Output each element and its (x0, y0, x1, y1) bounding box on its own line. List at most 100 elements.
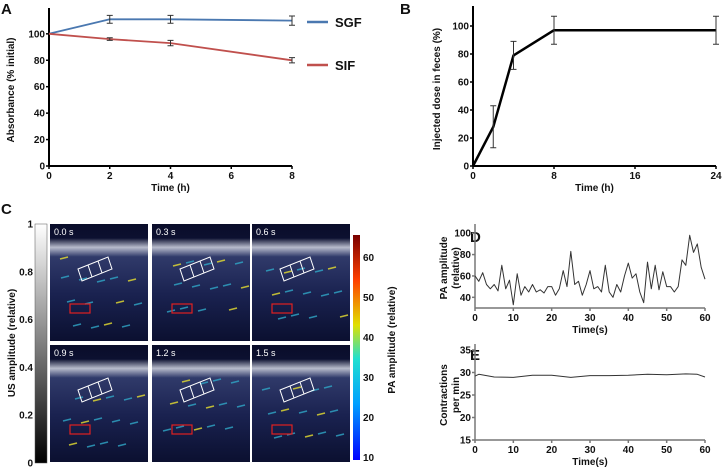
series-line-sgf (48, 18, 293, 35)
pa-signal (193, 427, 203, 431)
pa-signal (181, 379, 191, 383)
pa-signal (271, 292, 281, 296)
y-tick-label: 25 (460, 391, 472, 402)
error-bar (490, 105, 497, 149)
pa-signal (265, 268, 275, 272)
error-bar (106, 37, 113, 41)
x-tick-label: 30 (584, 445, 596, 456)
y-tick-label: 40 (458, 106, 470, 117)
pa-signal (179, 306, 189, 310)
error-bar (167, 14, 174, 24)
pa-signal (105, 395, 115, 399)
y-axis-label: Absorbance (% initial) (6, 37, 17, 142)
error-bar (167, 39, 174, 47)
us-colorbar-tick: 0.4 (19, 363, 33, 374)
x-axis-label: Time (h) (151, 183, 190, 194)
pa-signal (111, 419, 121, 423)
white-roi-box (279, 377, 315, 403)
x-axis-label: Time(s) (572, 457, 607, 468)
frame-time-label: 1.2 s (156, 348, 176, 358)
ultrasound-image (252, 345, 350, 462)
error-bar (551, 15, 557, 45)
pa-signal (133, 302, 143, 306)
y-tick-label: 20 (460, 413, 472, 424)
pa-signal (323, 385, 333, 389)
y-tick-label: 80 (460, 250, 472, 261)
panel-label-a: A (1, 1, 12, 18)
pa-signal (99, 441, 109, 445)
y-tick-label: 100 (452, 22, 469, 33)
pa-signal (72, 323, 82, 327)
y-tick-label: 40 (460, 293, 472, 304)
series-line-contractions (474, 373, 706, 378)
image-frame: 1.5 s (252, 345, 350, 462)
x-tick-label: 30 (584, 313, 596, 324)
pa-signal (320, 293, 330, 297)
y-tick-label: 0 (463, 162, 469, 173)
y-tick-label: 60 (34, 82, 46, 93)
pa-signal (109, 276, 119, 280)
y-tick-label: 35 (460, 346, 472, 357)
ultrasound-image (152, 224, 250, 341)
pa-signal (199, 381, 209, 385)
x-tick-label: 24 (710, 171, 722, 182)
x-tick-label: 0 (46, 171, 52, 182)
pa-signal (329, 409, 339, 413)
pa-signal (173, 282, 183, 286)
pa-signal (175, 425, 185, 429)
x-tick-label: 60 (699, 313, 711, 324)
pa-colorbar-label: PA amplitude (relative) (387, 286, 398, 393)
image-frame: 0.6 s (252, 224, 350, 341)
panel-c-images: 0 0.2 0.4 0.6 0.8 1 US amplitude (relative) 0.0… (7, 220, 398, 470)
y-tick-label: 40 (34, 109, 46, 120)
pa-signal (68, 442, 78, 446)
pa-signal (129, 421, 139, 425)
ultrasound-image (50, 345, 148, 462)
y-tick-label: 60 (460, 271, 472, 282)
y-tick-label: 15 (460, 436, 472, 447)
image-frame: 1.2 s (152, 345, 250, 462)
y-tick-label: 20 (34, 135, 46, 146)
frame-time-label: 0.0 s (54, 227, 74, 237)
us-colorbar-tick: 0.8 (19, 267, 33, 278)
pa-signal (86, 444, 96, 448)
x-tick-label: 0 (470, 171, 476, 182)
pa-signal (283, 270, 293, 274)
pa-signal (224, 426, 234, 430)
pa-signal (78, 277, 88, 281)
legend-label-sif: SIF (335, 58, 355, 73)
error-bar (289, 15, 295, 26)
image-frame: 0.0 s (50, 224, 148, 341)
error-bar (289, 57, 295, 64)
pa-signal (236, 404, 246, 408)
us-colorbar-tick: 0 (27, 459, 33, 470)
pa-colorbar (353, 235, 360, 460)
pa-signal (197, 308, 207, 312)
chart-b: 0 8 16 24 0 20 40 60 80 100 Time (h) Injected dose … (432, 6, 722, 194)
ultrasound-image (50, 224, 148, 341)
series-line-sif (48, 32, 293, 62)
pa-signal (335, 433, 345, 437)
image-frame: 0.3 s (152, 224, 250, 341)
y-tick-label: 100 (28, 29, 45, 40)
frame-time-label: 1.5 s (256, 348, 276, 358)
panel-label-b: B (400, 1, 411, 18)
pa-signal (123, 397, 133, 401)
pa-signal (60, 275, 70, 279)
frame-time-label: 0.9 s (54, 348, 74, 358)
pa-signal (296, 267, 306, 271)
y-tick-label: 80 (458, 50, 470, 61)
pa-signal (290, 313, 300, 317)
pa-signal (205, 405, 215, 409)
y-axis-label: Injected dose in feces (%) (432, 28, 443, 150)
pa-signal (222, 283, 232, 287)
x-tick-label: 60 (699, 445, 711, 456)
y-tick-label: 0 (39, 162, 45, 173)
pa-signal (92, 398, 102, 402)
pa-signal (316, 412, 326, 416)
pa-signal (90, 325, 100, 329)
us-colorbar (34, 223, 48, 464)
pa-signal (230, 380, 240, 384)
red-roi-box (69, 424, 91, 435)
y-tick-label: 60 (458, 78, 470, 89)
